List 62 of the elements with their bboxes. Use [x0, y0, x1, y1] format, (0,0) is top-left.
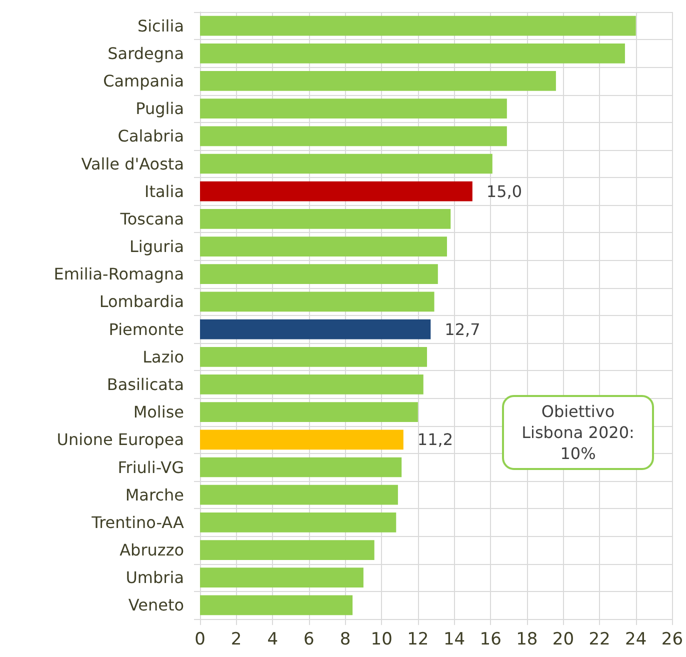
bar: [200, 264, 438, 284]
y-tick-label: Piemonte: [108, 320, 184, 339]
y-tick-label: Abruzzo: [120, 540, 184, 560]
bar: [200, 71, 556, 91]
x-tick-label: 16: [480, 630, 502, 650]
y-tick-label: Calabria: [118, 126, 184, 146]
data-label: 15,0: [486, 182, 522, 201]
bar: [200, 319, 431, 340]
y-tick-label: Lazio: [142, 347, 184, 366]
x-tick-label: 4: [267, 630, 278, 650]
bar: [200, 595, 353, 616]
bar: [200, 236, 447, 256]
x-tick-label: 10: [370, 630, 392, 650]
bar: [200, 16, 636, 36]
y-tick-label: Basilicata: [106, 374, 184, 394]
bar: [200, 43, 625, 64]
bar: [200, 457, 402, 478]
bar: [200, 430, 404, 450]
bar: [200, 126, 507, 146]
bar: [200, 154, 492, 174]
y-tick-label: Toscana: [119, 209, 184, 228]
y-tick-label: Sardegna: [108, 44, 184, 63]
bar: [200, 346, 428, 367]
y-tick-label: Marche: [125, 485, 184, 504]
y-tick-label: Molise: [133, 402, 184, 422]
y-tick-label: Emilia-Romagna: [54, 264, 184, 284]
bar: [200, 402, 418, 422]
x-tick-label: 14: [443, 630, 466, 650]
y-tick-label: Puglia: [136, 99, 184, 118]
x-tick-label: 8: [340, 630, 351, 650]
x-tick-label: 0: [194, 630, 206, 650]
x-tick-label: 20: [552, 630, 574, 650]
y-tick-label: Trentino-AA: [90, 512, 184, 532]
x-tick-label: 26: [661, 630, 684, 650]
y-tick-label: Italia: [144, 182, 184, 201]
y-tick-label: Liguria: [130, 237, 184, 256]
x-tick-label: 22: [588, 630, 610, 650]
x-tick-label: 2: [230, 630, 242, 650]
bar: [200, 512, 396, 532]
bar: [200, 374, 424, 394]
bar: [200, 98, 507, 118]
y-tick-label: Friuli-VG: [118, 458, 184, 477]
data-label: 12,7: [444, 320, 480, 339]
y-tick-label: Campania: [103, 71, 184, 90]
y-tick-label: Umbria: [126, 568, 184, 588]
annotation: Obiettivo Lisbona 2020: 10%: [502, 395, 654, 470]
y-tick-label: Veneto: [128, 596, 184, 615]
y-tick-label: Valle d'Aosta: [81, 154, 184, 174]
bar: [200, 181, 472, 202]
x-tick-label: 6: [304, 630, 314, 650]
y-tick-label: Lombardia: [99, 292, 184, 312]
bar: [200, 484, 398, 505]
y-tick-label: Sicilia: [137, 16, 184, 36]
bar: [200, 568, 364, 588]
bar: [200, 209, 451, 229]
x-tick-label: 12: [407, 630, 429, 650]
x-tick-label: 18: [516, 630, 538, 650]
bar: [200, 540, 374, 560]
x-tick-label: 24: [625, 630, 647, 650]
bar: [200, 292, 434, 312]
y-tick-label: Unione Europea: [56, 430, 184, 450]
data-label: 11,2: [417, 430, 454, 450]
